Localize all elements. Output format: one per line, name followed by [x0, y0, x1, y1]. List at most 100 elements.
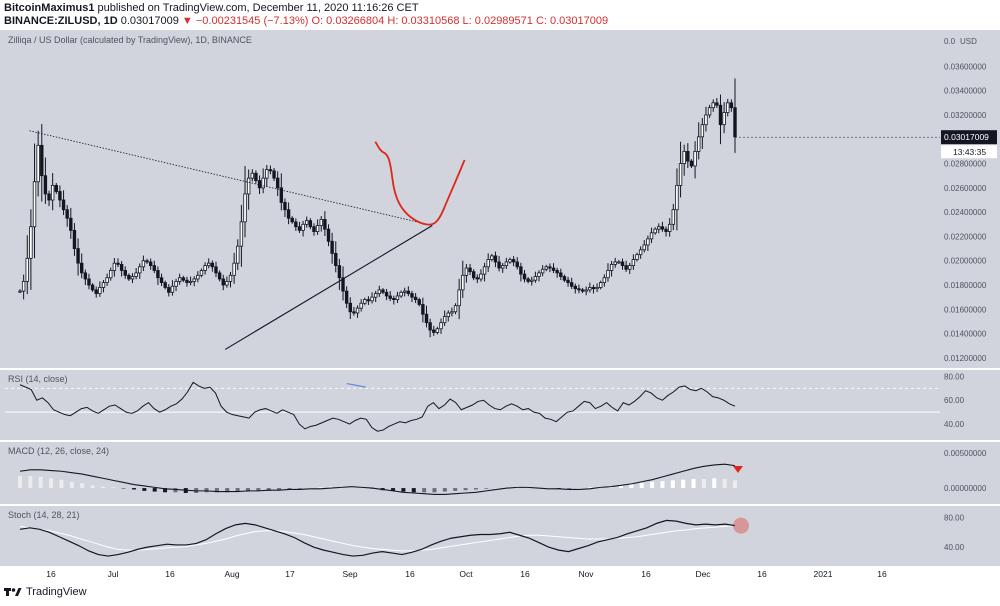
candle-body	[98, 287, 102, 294]
rsi-axis-tick-label: 60.00	[944, 396, 965, 405]
macd-histogram-bar	[80, 483, 85, 489]
candle-body	[631, 259, 636, 266]
candle-body	[119, 263, 124, 271]
candle-body	[566, 279, 570, 284]
candle-body	[326, 228, 331, 242]
bearish-cross-marker	[733, 466, 743, 473]
candle-body	[21, 280, 26, 292]
macd-histogram-bar	[173, 488, 178, 493]
macd-histogram-bar	[484, 488, 489, 489]
stoch-pane-background	[0, 506, 1000, 566]
candle-body	[29, 226, 33, 259]
candle-body	[225, 280, 229, 286]
macd-histogram-bar	[318, 487, 323, 489]
candle-body	[559, 272, 563, 277]
candle-body	[370, 296, 374, 302]
candle-body	[116, 262, 120, 265]
price-axis-tick-label: 0.03200000	[944, 111, 987, 120]
macd-line	[19, 463, 736, 495]
candle-body	[497, 261, 501, 269]
macd-histogram-bar	[204, 488, 209, 493]
author-name[interactable]: BitcoinMaximus1	[4, 2, 95, 14]
candle-body	[366, 299, 371, 302]
candle-body	[123, 270, 127, 276]
rsi-divergence-line	[346, 382, 366, 388]
macd-histogram-bar	[473, 488, 478, 490]
candle-body	[58, 191, 62, 201]
candle-body	[87, 278, 91, 286]
candle-body	[562, 276, 567, 281]
change-arrow-icon: ▼	[181, 15, 193, 27]
candle-body	[40, 144, 44, 177]
candle-body	[243, 193, 247, 223]
macd-histogram-bar	[701, 478, 706, 489]
candle-body	[384, 291, 389, 297]
macd-histogram-bar	[401, 488, 406, 492]
candle-body	[279, 187, 284, 203]
macd-histogram-bar	[442, 488, 447, 492]
candle-body	[32, 181, 37, 228]
candle-body	[50, 185, 55, 201]
stoch-pane: Stoch (14, 28, 21) 80.00 40.00	[8, 510, 965, 557]
stoch-axis-tick-label: 40.00	[944, 543, 965, 552]
time-axis: 16 Jul 16 Aug 17 Sep 16 Oct 16 Nov 16 Dec 16 2021 16	[46, 569, 887, 579]
time-axis-tick-label: Nov	[578, 569, 594, 579]
macd-histogram-bar	[256, 488, 261, 491]
macd-histogram-bar	[494, 488, 499, 489]
macd-histogram-bar	[152, 488, 157, 492]
candle-body	[406, 290, 411, 294]
candle-body	[450, 311, 454, 314]
candle-body	[628, 265, 632, 270]
candle-body	[141, 260, 146, 268]
candle-body	[130, 276, 135, 280]
price-axis-tick-label: 0.02600000	[944, 184, 987, 193]
candle-body	[348, 302, 352, 313]
candle-body	[312, 226, 316, 232]
candle-body	[138, 266, 142, 274]
rsi-pane-title: RSI (14, close)	[8, 374, 68, 384]
macd-histogram-bar	[629, 483, 634, 489]
time-axis-tick-label: 16	[46, 569, 56, 579]
support-trendline	[224, 225, 433, 350]
macd-histogram-bar	[49, 478, 54, 489]
candle-body	[286, 209, 291, 219]
time-axis-tick-label: 17	[285, 569, 295, 579]
countdown-badge	[941, 145, 997, 159]
footer-brand[interactable]: TradingView	[26, 586, 87, 598]
candle-body	[504, 261, 509, 266]
candle-body	[693, 151, 697, 167]
candle-body	[642, 244, 646, 251]
rsi-line	[19, 381, 736, 432]
candle-body	[47, 193, 51, 201]
candle-body	[381, 289, 385, 293]
candle-body	[475, 277, 480, 280]
currency-label: USD	[960, 37, 977, 46]
macd-histogram-bar	[90, 485, 95, 489]
candle-body	[711, 102, 715, 109]
candle-body	[399, 291, 403, 297]
candle-body	[403, 290, 407, 293]
candle-body	[199, 270, 204, 276]
macd-histogram-bar	[100, 486, 105, 489]
candle-body	[61, 199, 66, 211]
candle-body	[624, 265, 628, 270]
candle-body	[337, 265, 342, 279]
candle-body	[352, 311, 356, 314]
candle-body	[519, 266, 523, 275]
candle-body	[707, 107, 712, 116]
macd-histogram-bar	[235, 488, 240, 492]
macd-histogram-bar	[111, 487, 116, 489]
candle-body	[188, 280, 193, 284]
candle-body	[569, 282, 574, 287]
candle-body	[265, 169, 269, 179]
candle-body	[101, 282, 106, 288]
macd-pane-background	[0, 442, 1000, 504]
last-price-label: 0.03017009	[944, 132, 989, 142]
candle-body	[446, 312, 450, 318]
chart-area[interactable]: Zilliqa / US Dollar (calculated by Tradi…	[0, 30, 1000, 582]
candle-body	[410, 293, 414, 298]
candle-body	[377, 289, 382, 294]
macd-histogram-bar	[722, 478, 727, 489]
candle-body	[479, 273, 483, 280]
macd-histogram-bar	[391, 488, 396, 491]
